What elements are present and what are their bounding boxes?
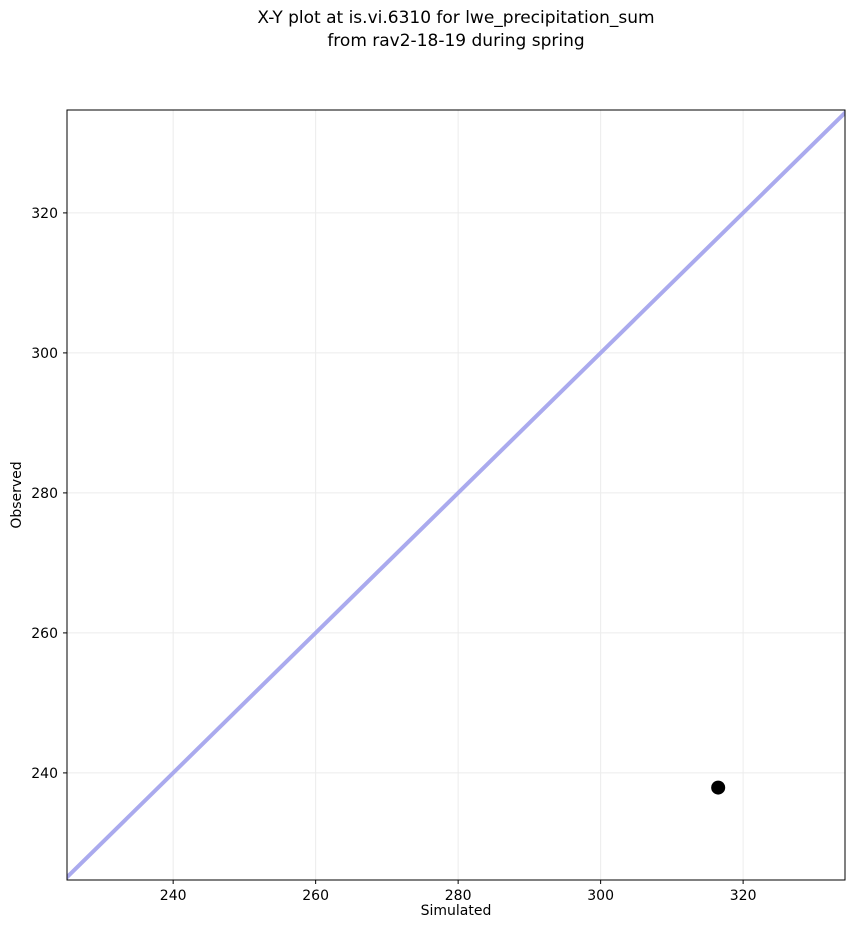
y-axis-label: Observed [9,461,25,529]
chart-title: X-Y plot at is.vi.6310 for lwe_precipita… [67,7,845,53]
chart-title-line-1: X-Y plot at is.vi.6310 for lwe_precipita… [257,8,655,28]
x-tick-label: 320 [730,888,757,904]
chart-title-line-2: from rav2-18-19 during spring [327,31,585,51]
y-tick-label: 320 [31,206,58,222]
identity-line [67,110,845,880]
data-point [711,780,726,795]
axes-box [66,109,846,881]
x-tick-label: 300 [587,888,614,904]
y-tick-label: 300 [31,346,58,362]
y-tick-label: 260 [31,626,58,642]
y-tick-label: 280 [31,486,58,502]
y-tick-label: 240 [31,766,58,782]
x-axis-label: Simulated [420,903,492,919]
x-tick-label: 260 [302,888,329,904]
x-tick-label: 240 [160,888,187,904]
x-tick-label: 280 [445,888,472,904]
